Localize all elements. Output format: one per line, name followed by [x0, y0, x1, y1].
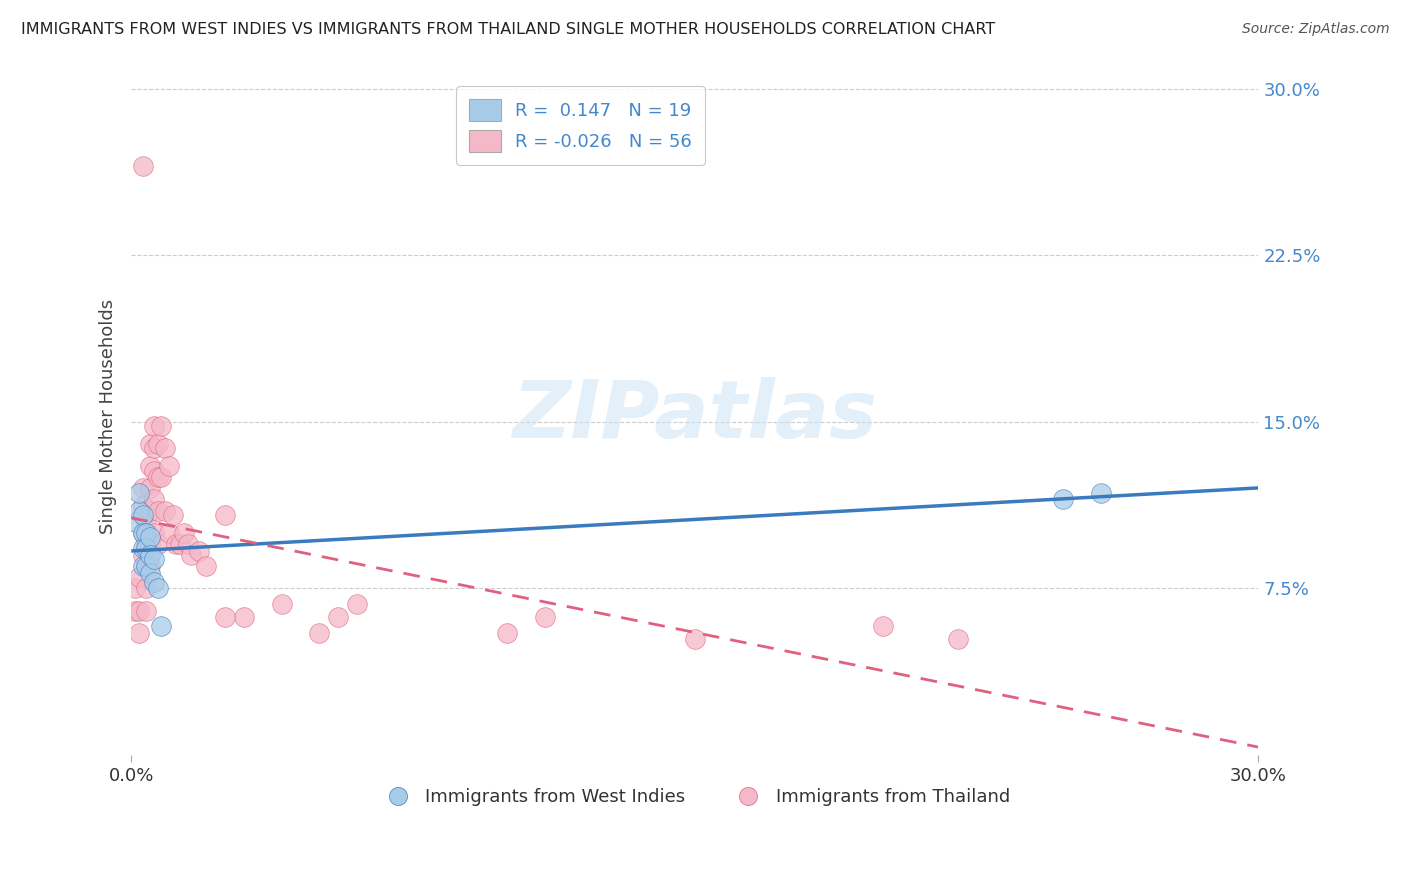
Point: [142, 419, 165, 434]
Point: [346, 597, 368, 611]
Point: [131, 548, 153, 562]
Point: [157, 525, 180, 540]
Point: [139, 530, 162, 544]
Point: [150, 419, 173, 434]
Point: [131, 525, 153, 540]
Point: [124, 515, 146, 529]
Point: [142, 552, 165, 566]
Point: [135, 541, 157, 556]
Point: [135, 559, 157, 574]
Text: ZIPatlas: ZIPatlas: [512, 377, 877, 455]
Point: [139, 503, 162, 517]
Point: [128, 570, 150, 584]
Point: [946, 632, 969, 647]
Y-axis label: Single Mother Households: Single Mother Households: [100, 299, 117, 533]
Point: [128, 503, 150, 517]
Point: [153, 503, 176, 517]
Point: [142, 574, 165, 589]
Point: [233, 610, 256, 624]
Point: [146, 437, 169, 451]
Point: [139, 481, 162, 495]
Point: [162, 508, 184, 522]
Point: [496, 625, 519, 640]
Point: [135, 559, 157, 574]
Point: [139, 459, 162, 474]
Point: [326, 610, 349, 624]
Point: [214, 610, 236, 624]
Point: [180, 548, 202, 562]
Point: [153, 442, 176, 456]
Point: [165, 537, 187, 551]
Legend: Immigrants from West Indies, Immigrants from Thailand: Immigrants from West Indies, Immigrants …: [373, 781, 1017, 814]
Point: [146, 503, 169, 517]
Point: [135, 515, 157, 529]
Point: [131, 499, 153, 513]
Point: [169, 537, 191, 551]
Point: [142, 464, 165, 478]
Point: [131, 525, 153, 540]
Point: [872, 619, 894, 633]
Point: [150, 470, 173, 484]
Point: [176, 537, 198, 551]
Point: [135, 582, 157, 596]
Point: [142, 442, 165, 456]
Point: [1052, 492, 1074, 507]
Point: [173, 525, 195, 540]
Point: [131, 508, 153, 522]
Point: [146, 470, 169, 484]
Point: [124, 582, 146, 596]
Point: [139, 548, 162, 562]
Point: [142, 525, 165, 540]
Point: [142, 492, 165, 507]
Text: IMMIGRANTS FROM WEST INDIES VS IMMIGRANTS FROM THAILAND SINGLE MOTHER HOUSEHOLDS: IMMIGRANTS FROM WEST INDIES VS IMMIGRANT…: [21, 22, 995, 37]
Point: [139, 537, 162, 551]
Point: [139, 559, 162, 574]
Point: [124, 603, 146, 617]
Point: [195, 559, 218, 574]
Point: [128, 625, 150, 640]
Point: [533, 610, 555, 624]
Point: [139, 566, 162, 580]
Point: [135, 525, 157, 540]
Point: [683, 632, 706, 647]
Point: [146, 537, 169, 551]
Point: [135, 603, 157, 617]
Point: [308, 625, 330, 640]
Point: [131, 559, 153, 574]
Point: [150, 619, 173, 633]
Point: [131, 541, 153, 556]
Point: [131, 159, 153, 173]
Point: [1090, 485, 1112, 500]
Point: [146, 582, 169, 596]
Text: Source: ZipAtlas.com: Source: ZipAtlas.com: [1241, 22, 1389, 37]
Point: [128, 603, 150, 617]
Point: [139, 437, 162, 451]
Point: [214, 508, 236, 522]
Point: [187, 543, 209, 558]
Point: [135, 537, 157, 551]
Point: [128, 485, 150, 500]
Point: [270, 597, 292, 611]
Point: [157, 459, 180, 474]
Point: [131, 481, 153, 495]
